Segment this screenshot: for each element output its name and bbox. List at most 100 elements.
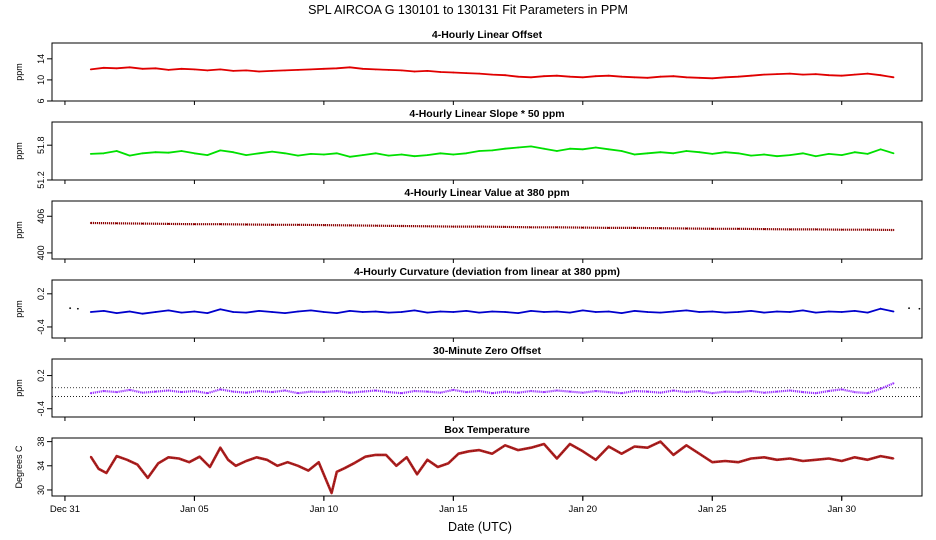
data-point [607,74,610,77]
series-dots [90,382,894,395]
data-point [167,389,170,392]
x-axis: Dec 31 Jan 05 Jan 10 Jan 15 Jan 20 Jan 25 Jan … [50,101,856,515]
data-point [413,309,416,312]
panel-title: 4-Hourly Linear Slope * 50 ppm [409,108,564,120]
data-point [310,390,312,393]
data-point [245,311,248,314]
data-point [737,311,740,313]
panel-frame [51,42,923,102]
data-point [504,311,506,313]
data-point [400,392,403,395]
data-point [348,66,351,69]
x-tick-label: Jan 20 [569,504,598,515]
data-point [426,390,429,393]
data-point [89,455,92,458]
data-point [685,391,688,393]
data-point [335,152,338,155]
data-point [154,67,157,70]
data-point [776,390,778,393]
data-point [569,443,571,445]
y-tick-label: -0.4 [36,319,46,335]
data-point [335,390,338,392]
data-point [646,311,649,313]
data-point [89,68,92,71]
data-point [343,467,346,470]
data-point [102,390,105,392]
series-line [89,440,894,495]
series-group [89,382,895,395]
data-point [115,67,118,70]
data-point [310,153,312,155]
data-point [840,228,843,231]
data-point [271,150,273,153]
data-point [776,73,778,75]
data-point [724,311,727,314]
series-group [89,66,895,80]
data-point [387,154,390,157]
data-point [426,225,429,228]
data-point [659,440,662,443]
data-point [517,312,519,314]
data-point [737,461,740,464]
data-point [154,311,157,313]
data-point [317,461,320,464]
data-point [271,311,273,313]
data-point [892,382,895,385]
data-point [297,464,299,467]
data-point [154,390,157,393]
data-point [879,307,882,310]
data-point [763,73,765,76]
panel-1: 4-Hourly Linear Offset 6 10 14 ppm [14,29,923,104]
data-point [439,152,442,155]
data-point [814,155,817,158]
data-point [89,311,92,313]
data-point [297,223,299,226]
x-tick-label: Jan 15 [439,504,468,515]
data-point [180,391,183,393]
data-point [530,145,532,148]
data-point [659,227,662,230]
data-point [750,457,752,460]
data-point [297,154,299,157]
data-point [478,225,481,228]
data-point [763,456,765,459]
data-point [556,310,558,313]
y-tick-label: 0.2 [36,369,46,382]
data-point [102,310,105,312]
data-point [297,69,299,71]
data-point [543,443,545,445]
data-point [180,311,183,314]
panel-frame [51,437,923,497]
data-point [633,445,636,448]
data-point [491,452,494,455]
data-point [465,152,468,155]
data-point [517,146,519,149]
data-point [866,392,869,395]
data-point [374,152,377,155]
data-point [763,391,765,394]
x-tick-label: Jan 25 [698,504,727,515]
data-point [330,492,333,494]
data-point [167,456,170,459]
data-point [348,224,351,227]
data-point [802,309,804,312]
data-point [193,152,196,155]
figure-title: SPL AIRCOA G 130101 to 130131 Fit Parame… [308,3,628,17]
data-point [646,446,649,449]
data-point [413,155,416,158]
data-point [374,310,377,313]
data-point [491,149,494,152]
data-point [569,147,571,150]
data-point [310,309,312,312]
data-point [607,227,610,229]
data-point [452,71,455,74]
data-point [866,458,869,461]
series-dots [90,221,894,232]
data-point [232,70,235,72]
data-point [323,67,325,70]
data-point [491,310,494,313]
data-point [840,388,843,391]
data-point [672,454,675,456]
y-tick-label: 34 [36,461,46,471]
